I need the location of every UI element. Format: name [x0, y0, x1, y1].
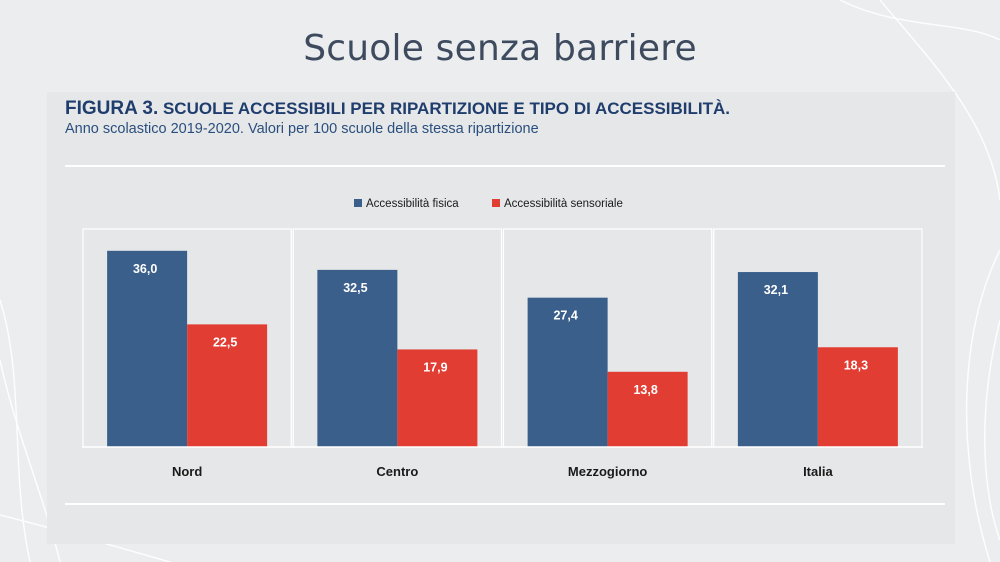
x-tick-label: Nord — [172, 464, 202, 479]
figure-subtitle: Anno scolastico 2019-2020. Valori per 10… — [65, 121, 539, 137]
chart-figure: FIGURA 3. SCUOLE ACCESSIBILI PER RIPARTI… — [47, 92, 955, 544]
figure-heading: FIGURA 3. SCUOLE ACCESSIBILI PER RIPARTI… — [65, 98, 730, 120]
bar-value-label: 36,0 — [133, 262, 157, 276]
figure-label: FIGURA 3. — [65, 98, 159, 119]
bar-fisica — [107, 250, 188, 447]
top-divider — [65, 165, 945, 167]
x-tick-label: Italia — [803, 464, 833, 479]
bar-sensoriale — [187, 324, 268, 447]
bar-value-label: 17,9 — [423, 360, 447, 374]
bar-fisica — [317, 269, 398, 447]
bar-value-label: 18,3 — [844, 358, 868, 372]
bar-sensoriale — [607, 371, 688, 447]
bar-value-label: 32,5 — [343, 281, 367, 295]
bar-value-label: 27,4 — [553, 309, 577, 323]
x-tick-label: Mezzogiorno — [568, 464, 647, 479]
legend-label: Accessibilità sensoriale — [504, 198, 623, 210]
bar-sensoriale — [817, 347, 898, 447]
bar-value-label: 32,1 — [764, 283, 788, 297]
bar-value-label: 13,8 — [633, 383, 657, 397]
legend-swatch — [354, 199, 362, 207]
bar-chart: 36,0 22,5 Nord 32,5 17,9 Centro 27,4 13,8 Mezzog… — [82, 198, 923, 479]
figure-heading-text: SCUOLE ACCESSIBILI PER RIPARTIZIONE E TI… — [158, 99, 730, 118]
x-tick-label: Centro — [376, 464, 418, 479]
bar-sensoriale — [397, 349, 478, 447]
bottom-divider — [65, 503, 945, 505]
legend-swatch — [492, 199, 500, 207]
bar-fisica — [527, 297, 608, 447]
bar-fisica — [737, 272, 818, 447]
bar-value-label: 22,5 — [213, 335, 237, 349]
legend-label: Accessibilità fisica — [366, 198, 459, 210]
slide-title: Scuole senza barriere — [303, 28, 697, 69]
